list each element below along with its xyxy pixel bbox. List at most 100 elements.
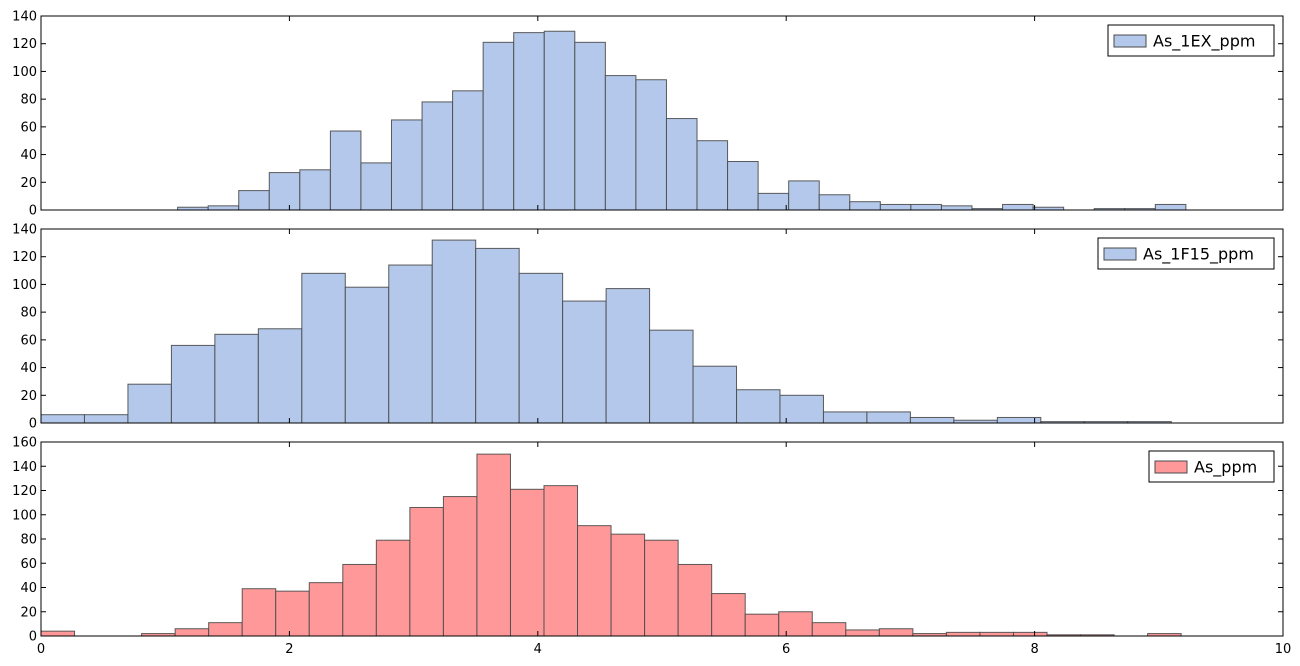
x-tick-label: 4 [534,642,542,657]
histogram-bar [208,622,243,637]
histogram-bar [610,533,646,637]
histogram-bar [711,593,746,637]
histogram-bar [543,30,576,211]
histogram-bar [375,539,411,637]
histogram-bar [421,101,454,211]
x-tick-label: 10 [1275,642,1292,657]
histogram-bar [452,90,484,211]
histogram-bar [1002,203,1034,211]
legend-label: As_1EX_ppm [1153,32,1255,52]
histogram-bar [649,329,694,424]
bars-group [40,239,1172,424]
histogram-bar [475,247,520,424]
histogram-bar [604,75,637,211]
y-tick-label: 140 [12,223,37,238]
histogram-bar [268,172,301,211]
legend-label: As_1F15_ppm [1143,245,1254,265]
y-tick-label: 100 [12,65,37,80]
histogram-bar [329,130,362,211]
y-tick-label: 80 [20,93,37,108]
histogram-bar [442,496,478,637]
histogram-bar [788,180,820,211]
y-tick-label: 40 [20,581,37,596]
y-tick-label: 40 [20,148,37,163]
histogram-bar [241,588,277,637]
histogram-bar [665,118,698,211]
histogram-bar [677,563,713,637]
y-tick-label: 20 [20,176,37,191]
x-tick-label: 2 [285,642,293,657]
legend: As_1EX_ppm [1107,24,1275,57]
y-tick-label: 160 [12,436,37,451]
histogram-bar [605,288,651,424]
histogram-bar [388,264,433,424]
histogram-bar [482,41,515,211]
histogram-bar [207,205,240,211]
histogram-bar [40,414,85,424]
y-tick-label: 80 [20,306,37,321]
histogram-bar [344,286,390,424]
y-tick-label: 0 [29,417,37,432]
histogram-bar [878,628,914,637]
legend-label: As_ppm [1194,458,1257,478]
histogram-bar [866,411,911,424]
histogram-bar [214,333,259,424]
y-tick-label: 120 [12,250,37,265]
histogram-bar [635,79,667,211]
legend: As_ppm [1148,450,1275,483]
histogram-bar [644,539,679,637]
histogram-bar [945,631,981,637]
histogram-bar [562,300,607,424]
histogram-bar [1012,631,1048,637]
histogram-bar [127,383,172,424]
histogram-bar [308,582,344,637]
bars-group [40,453,1182,637]
legend-swatch [1103,247,1137,261]
histogram-bar [301,272,346,424]
histogram-bar [360,162,392,211]
x-tick-label: 6 [782,642,790,657]
histogram-bar [979,631,1014,637]
bars-group [177,30,1187,211]
histogram-bar [238,190,270,211]
histogram-bar [778,611,813,637]
legend-swatch [1113,34,1147,48]
histogram-bar [879,203,912,211]
histogram-bar [849,201,881,211]
chart-panel-bottom: 0 20 40 60 80 100 120 140 160 0 2 4 6 8 10 As_ppm [12,436,1291,658]
y-tick-label: 60 [20,557,37,572]
histogram-bar [574,41,606,211]
y-tick-label: 100 [12,508,37,523]
y-tick-label: 40 [20,361,37,376]
histogram-bar [736,389,781,424]
chart-panel-middle: 0 20 40 60 80 100 120 140 As_1F15_ppm [12,223,1284,432]
y-tick-label: 80 [20,533,37,548]
histogram-bar [342,563,377,637]
histogram-bar [940,205,973,211]
histogram-bar [40,630,76,637]
histogram-bar [509,488,545,637]
legend: As_1F15_ppm [1097,237,1275,270]
histogram-bar [476,453,511,637]
x-tick-label: 8 [1030,642,1038,657]
x-tick-label: 0 [37,642,45,657]
legend-swatch [1154,460,1188,474]
histogram-bar [845,629,880,637]
y-tick-label: 60 [20,120,37,135]
histogram-bar [513,32,545,211]
y-tick-label: 140 [12,10,37,25]
histogram-bar [1154,203,1187,211]
histogram-bar [727,161,759,211]
histogram-bar [83,414,129,424]
histogram-bar [390,119,423,211]
y-tick-label: 0 [29,204,37,219]
histogram-bar [257,328,303,424]
histogram-bar [275,590,310,637]
histogram-bar [299,169,331,211]
histogram-bar [696,140,729,211]
histogram-bar [779,394,824,424]
axes-frame [40,15,1284,211]
histogram-bar [543,485,579,637]
histogram-bar [818,194,851,211]
